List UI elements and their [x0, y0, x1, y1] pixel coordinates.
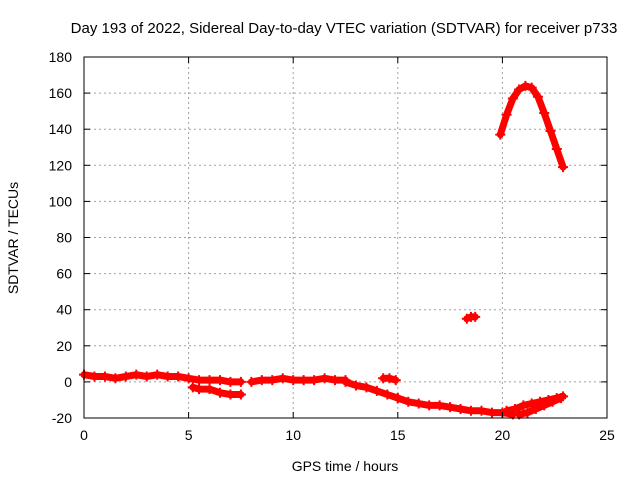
data-point — [470, 311, 481, 322]
data-point — [526, 82, 537, 93]
data-point — [476, 405, 487, 416]
y-tick-label: 40 — [56, 302, 72, 318]
data-point — [424, 400, 435, 411]
data-point — [514, 84, 525, 95]
data-point — [99, 371, 110, 382]
data-point — [466, 405, 477, 416]
data-series-segment-1 — [80, 371, 245, 386]
y-tick-label: 0 — [64, 374, 72, 390]
x-tick-label: 0 — [80, 427, 88, 443]
data-point — [152, 369, 163, 380]
data-point — [235, 389, 246, 400]
data-point — [413, 398, 424, 409]
data-point — [518, 400, 529, 411]
data-point — [434, 400, 445, 411]
data-point — [340, 376, 351, 387]
data-point — [555, 393, 566, 404]
data-point — [277, 373, 288, 384]
data-point — [225, 389, 236, 400]
data-point — [235, 376, 246, 387]
x-tick-label: 25 — [599, 427, 615, 443]
data-point — [214, 387, 225, 398]
data-point — [162, 371, 173, 382]
data-point — [350, 380, 361, 391]
data-point — [532, 91, 543, 102]
data-point — [225, 376, 236, 387]
data-point — [194, 384, 205, 395]
data-point — [526, 398, 537, 409]
data-point — [89, 371, 100, 382]
data-point — [455, 403, 466, 414]
data-point — [539, 400, 550, 411]
data-series-segment-3 — [247, 374, 349, 386]
data-point — [539, 107, 550, 118]
data-point — [501, 405, 512, 416]
data-point — [267, 375, 278, 386]
data-point — [120, 371, 131, 382]
data-point — [371, 385, 382, 396]
axes: 0 5 10 15 20 25 -20 0 20 40 60 80 100 120 140 160 180 — [49, 49, 615, 443]
chart-title: Day 193 of 2022, Sidereal Day-to-day VTE… — [71, 20, 618, 37]
data-point — [390, 375, 401, 386]
data-point — [298, 375, 309, 386]
data-point — [530, 403, 541, 414]
data-point — [445, 402, 456, 413]
x-tick-label: 5 — [185, 427, 193, 443]
data-point — [495, 129, 506, 140]
data-point — [204, 384, 215, 395]
data-point — [246, 376, 257, 387]
data-point — [141, 371, 152, 382]
data-point — [382, 389, 393, 400]
data-point — [288, 375, 299, 386]
data-point — [183, 373, 194, 384]
y-tick-label: 80 — [56, 230, 72, 246]
data-point — [558, 162, 569, 173]
data-point — [131, 369, 142, 380]
y-tick-label: 60 — [56, 266, 72, 282]
data-point — [509, 403, 520, 414]
data-point — [187, 382, 198, 393]
data-point — [392, 393, 403, 404]
y-tick-label: 180 — [49, 49, 73, 65]
data-point — [507, 93, 518, 104]
y-tick-label: 100 — [49, 193, 73, 209]
x-tick-label: 20 — [495, 427, 511, 443]
data-point — [384, 373, 395, 384]
data-point — [551, 144, 562, 155]
data-point — [173, 371, 184, 382]
data-point — [522, 407, 533, 418]
data-point — [545, 126, 556, 137]
series-plot — [79, 80, 569, 420]
data-point — [256, 375, 267, 386]
y-axis-label: SDTVAR / TECUs — [5, 182, 21, 294]
data-point — [361, 382, 372, 393]
data-point — [319, 373, 330, 384]
data-point — [486, 407, 497, 418]
data-point — [214, 375, 225, 386]
data-point — [309, 375, 320, 386]
data-point — [194, 375, 205, 386]
data-point — [330, 375, 341, 386]
y-tick-label: 20 — [56, 338, 72, 354]
data-point — [520, 80, 531, 91]
x-tick-label: 10 — [285, 427, 301, 443]
x-axis-label: GPS time / hours — [292, 458, 399, 474]
data-point — [547, 396, 558, 407]
data-point — [110, 373, 121, 384]
y-tick-label: -20 — [52, 410, 72, 426]
x-tick-label: 15 — [390, 427, 406, 443]
y-tick-label: 120 — [49, 157, 73, 173]
data-point — [403, 396, 414, 407]
data-point — [204, 375, 215, 386]
y-tick-label: 160 — [49, 85, 73, 101]
data-point — [501, 109, 512, 120]
y-tick-label: 140 — [49, 121, 73, 137]
